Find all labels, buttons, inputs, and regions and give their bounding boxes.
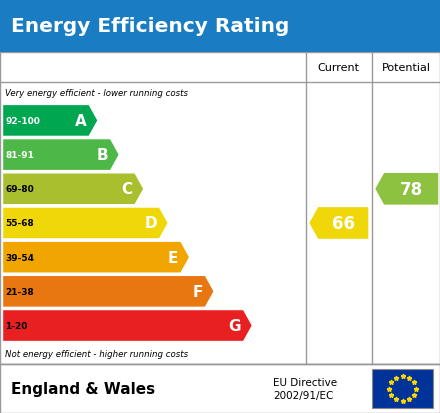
Bar: [372, 369, 433, 408]
Text: 78: 78: [400, 180, 423, 198]
Polygon shape: [3, 173, 144, 205]
Text: Energy Efficiency Rating: Energy Efficiency Rating: [11, 17, 290, 36]
Polygon shape: [3, 105, 98, 137]
Text: 21-38: 21-38: [5, 287, 34, 296]
Text: Potential: Potential: [381, 63, 430, 73]
Text: F: F: [192, 284, 202, 299]
Text: 55-68: 55-68: [5, 219, 34, 228]
Text: 69-80: 69-80: [5, 185, 34, 194]
Text: B: B: [96, 148, 108, 163]
Text: G: G: [228, 318, 241, 333]
Polygon shape: [3, 242, 190, 273]
Text: 39-54: 39-54: [5, 253, 34, 262]
Text: C: C: [121, 182, 132, 197]
Polygon shape: [375, 173, 438, 205]
Polygon shape: [309, 208, 368, 239]
Text: EU Directive: EU Directive: [273, 377, 337, 387]
Polygon shape: [3, 310, 252, 342]
Polygon shape: [3, 208, 168, 239]
Bar: [0, 364, 440, 413]
Text: 2002/91/EC: 2002/91/EC: [273, 390, 333, 400]
Polygon shape: [3, 140, 119, 171]
Text: Current: Current: [318, 63, 360, 73]
Polygon shape: [3, 276, 214, 307]
Text: England & Wales: England & Wales: [11, 381, 155, 396]
Text: Very energy efficient - lower running costs: Very energy efficient - lower running co…: [5, 89, 188, 98]
Text: E: E: [168, 250, 178, 265]
Text: 92-100: 92-100: [5, 116, 40, 126]
Text: 66: 66: [332, 214, 355, 233]
Text: D: D: [144, 216, 157, 231]
Text: A: A: [75, 114, 86, 128]
Text: Not energy efficient - higher running costs: Not energy efficient - higher running co…: [5, 349, 188, 358]
Bar: [0, 53, 440, 364]
Text: 1-20: 1-20: [5, 321, 28, 330]
Bar: [0, 0, 440, 53]
Text: 81-91: 81-91: [5, 151, 34, 160]
